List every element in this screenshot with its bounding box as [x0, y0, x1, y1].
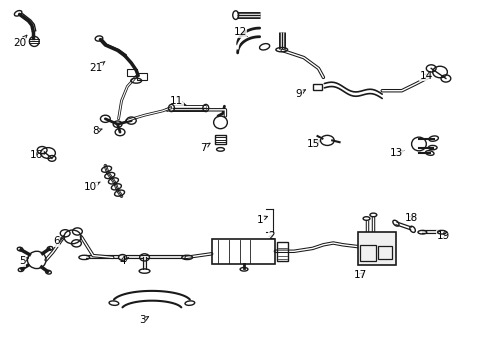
Bar: [215, 135, 226, 144]
Text: 20: 20: [13, 35, 27, 48]
Text: 4: 4: [119, 256, 129, 266]
Text: 3: 3: [139, 315, 148, 325]
Text: 17: 17: [353, 270, 367, 280]
Text: 5: 5: [19, 256, 28, 266]
Text: 18: 18: [405, 213, 418, 223]
Bar: [360, 245, 376, 261]
Text: 10: 10: [84, 182, 100, 192]
Bar: [313, 84, 322, 90]
Bar: [127, 69, 137, 76]
Text: 2: 2: [269, 231, 275, 241]
Bar: [212, 239, 275, 264]
Text: 8: 8: [92, 126, 102, 136]
Text: 14: 14: [419, 71, 433, 81]
Bar: [378, 246, 392, 259]
Text: 19: 19: [437, 231, 450, 241]
Bar: [137, 73, 147, 80]
Text: 7: 7: [200, 143, 210, 153]
Bar: [358, 232, 396, 265]
Text: 15: 15: [307, 139, 321, 149]
Text: 16: 16: [30, 150, 46, 160]
Text: 1: 1: [256, 215, 268, 225]
Text: 11: 11: [170, 96, 186, 106]
Text: 13: 13: [390, 148, 404, 158]
Text: 9: 9: [295, 89, 305, 99]
Bar: [277, 242, 288, 261]
Text: 6: 6: [53, 236, 63, 246]
Text: 21: 21: [89, 62, 105, 73]
Text: 12: 12: [233, 27, 247, 37]
